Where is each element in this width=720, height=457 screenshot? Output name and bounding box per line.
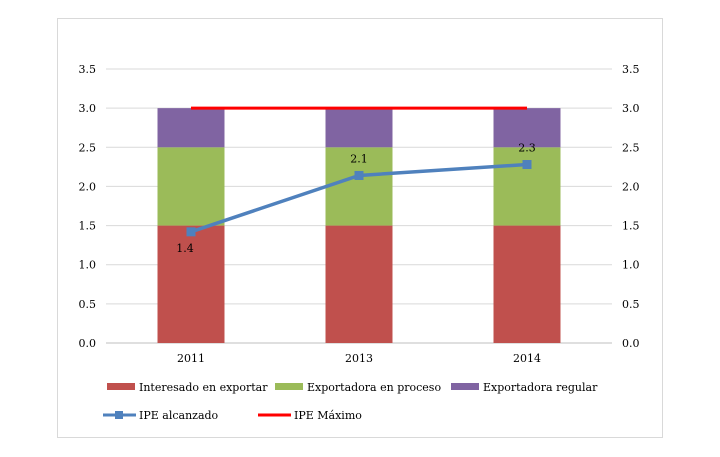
legend-swatch xyxy=(451,383,479,390)
bar-segment xyxy=(157,147,225,226)
legend-swatch xyxy=(275,383,303,390)
bar-segment xyxy=(493,225,561,343)
legend-label: IPE Máximo xyxy=(294,409,362,422)
y-tick-label: 2.0 xyxy=(79,180,97,193)
y-tick-label: 3.5 xyxy=(79,63,97,76)
legend-swatch xyxy=(107,383,135,390)
line-marker xyxy=(522,160,532,170)
y2-tick-label: 1.5 xyxy=(622,220,640,233)
legend-marker xyxy=(115,411,123,419)
x-tick-label: 2014 xyxy=(513,352,541,365)
y-tick-label: 3.0 xyxy=(79,102,97,115)
legend-label: Exportadora en proceso xyxy=(307,381,441,394)
y2-tick-label: 3.0 xyxy=(622,102,640,115)
y-tick-label: 0.5 xyxy=(79,298,97,311)
legend-label: Interesado en exportar xyxy=(139,381,268,394)
data-label: 2.3 xyxy=(518,142,536,155)
y2-tick-label: 1.0 xyxy=(622,259,640,272)
y-tick-label: 2.5 xyxy=(79,141,97,154)
legend-label: IPE alcanzado xyxy=(139,409,219,422)
bar-segment xyxy=(157,225,225,343)
y2-tick-label: 2.0 xyxy=(622,180,640,193)
bar-segment xyxy=(157,108,225,148)
bar-segment xyxy=(325,147,393,226)
bar-segment xyxy=(325,225,393,343)
data-label: 1.4 xyxy=(176,242,194,255)
line-marker xyxy=(186,227,196,237)
bar-segment xyxy=(493,108,561,148)
y-tick-label: 1.5 xyxy=(79,220,97,233)
data-label: 2.1 xyxy=(350,152,368,165)
x-tick-label: 2011 xyxy=(177,352,205,365)
legend-label: Exportadora regular xyxy=(483,381,598,394)
line-marker xyxy=(354,170,364,180)
chart-frame xyxy=(57,18,663,438)
y2-tick-label: 2.5 xyxy=(622,141,640,154)
y2-tick-label: 0.0 xyxy=(622,337,640,350)
bar-segment xyxy=(325,108,393,148)
y-tick-label: 1.0 xyxy=(79,259,97,272)
y-tick-label: 0.0 xyxy=(79,337,97,350)
y2-tick-label: 3.5 xyxy=(622,63,640,76)
bar-segment xyxy=(493,147,561,226)
y2-tick-label: 0.5 xyxy=(622,298,640,311)
x-tick-label: 2013 xyxy=(345,352,373,365)
